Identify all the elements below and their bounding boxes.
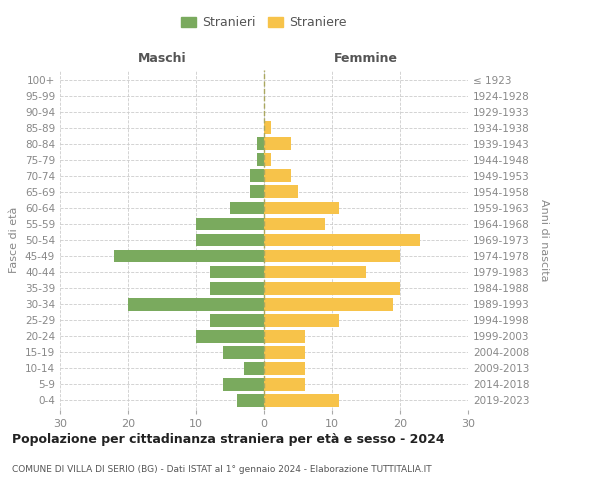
Bar (264, 378, 305, 391)
Bar (250, 170, 264, 182)
Bar (244, 362, 264, 374)
Bar (264, 394, 339, 407)
Bar (257, 138, 264, 150)
Bar (250, 186, 264, 198)
Bar (230, 202, 264, 214)
Bar (264, 154, 271, 166)
Bar (196, 234, 264, 246)
Bar (237, 394, 264, 407)
Bar (264, 122, 271, 134)
Bar (223, 378, 264, 391)
Bar (196, 218, 264, 230)
Bar (264, 266, 366, 278)
Bar (264, 362, 305, 374)
Bar (264, 202, 339, 214)
Text: COMUNE DI VILLA DI SERIO (BG) - Dati ISTAT al 1° gennaio 2024 - Elaborazione TUT: COMUNE DI VILLA DI SERIO (BG) - Dati IST… (12, 466, 431, 474)
Text: Femmine: Femmine (334, 52, 398, 65)
Bar (223, 346, 264, 358)
Y-axis label: Fasce di età: Fasce di età (10, 207, 19, 273)
Bar (264, 282, 400, 294)
Y-axis label: Anni di nascita: Anni di nascita (539, 198, 549, 281)
Text: Maschi: Maschi (137, 52, 187, 65)
Bar (264, 346, 305, 358)
Bar (264, 330, 305, 342)
Bar (196, 330, 264, 342)
Bar (264, 314, 339, 326)
Bar (264, 170, 291, 182)
Bar (264, 138, 291, 150)
Bar (264, 186, 298, 198)
Bar (115, 250, 264, 262)
Text: Popolazione per cittadinanza straniera per età e sesso - 2024: Popolazione per cittadinanza straniera p… (12, 432, 445, 446)
Legend: Stranieri, Straniere: Stranieri, Straniere (176, 11, 352, 34)
Bar (209, 266, 264, 278)
Bar (209, 282, 264, 294)
Bar (264, 250, 400, 262)
Bar (264, 218, 325, 230)
Bar (264, 234, 421, 246)
Bar (257, 154, 264, 166)
Bar (264, 298, 393, 310)
Bar (128, 298, 264, 310)
Bar (209, 314, 264, 326)
